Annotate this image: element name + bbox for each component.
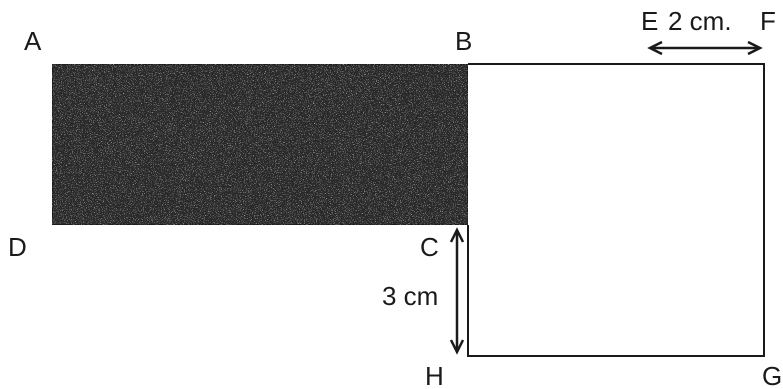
label-c: C — [420, 232, 439, 262]
label-f: F — [760, 6, 776, 36]
shaded-rectangle-abcd — [51, 63, 469, 226]
label-d: D — [8, 232, 27, 262]
label-b: B — [455, 26, 472, 56]
ef-arrow — [647, 40, 763, 56]
label-g: G — [762, 361, 782, 389]
ch-arrow — [449, 227, 465, 355]
label-ef-length: 2 cm. — [668, 6, 732, 36]
label-e: E — [641, 6, 658, 36]
square-outline — [467, 63, 765, 357]
label-ch-length: 3 cm — [382, 281, 438, 311]
label-h: H — [425, 361, 444, 389]
label-a: A — [24, 26, 42, 56]
